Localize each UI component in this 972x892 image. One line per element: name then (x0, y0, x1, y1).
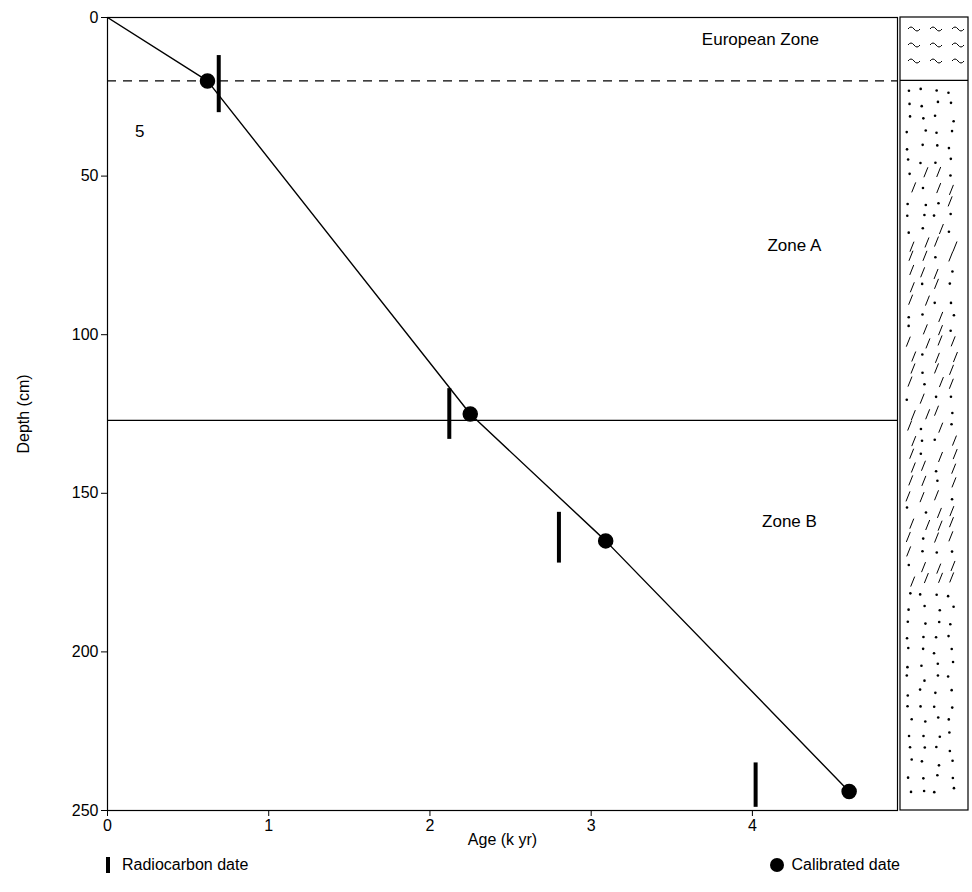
svg-text:0: 0 (103, 817, 112, 834)
svg-text:2: 2 (425, 817, 434, 834)
svg-text:100: 100 (72, 326, 99, 343)
html-text:Radiocarbon date: Radiocarbon date (122, 856, 249, 873)
svg-text:4: 4 (748, 817, 757, 834)
svg-text:Age (k yr): Age (k yr) (468, 831, 537, 848)
svg-text:European Zone: European Zone (702, 30, 819, 49)
svg-text:1: 1 (264, 817, 273, 834)
svg-text:Zone A: Zone A (767, 236, 822, 255)
svg-text:Zone B: Zone B (762, 512, 817, 531)
svg-text:250: 250 (72, 802, 99, 819)
svg-text:Depth (cm): Depth (cm) (15, 374, 32, 453)
svg-text:5: 5 (135, 122, 144, 141)
svg-text:3: 3 (587, 817, 596, 834)
svg-text:0: 0 (90, 9, 99, 26)
svg-text:50: 50 (81, 167, 99, 184)
html-text:Calibrated date: Calibrated date (791, 856, 900, 873)
svg-text:150: 150 (72, 484, 99, 501)
svg-text:200: 200 (72, 643, 99, 660)
